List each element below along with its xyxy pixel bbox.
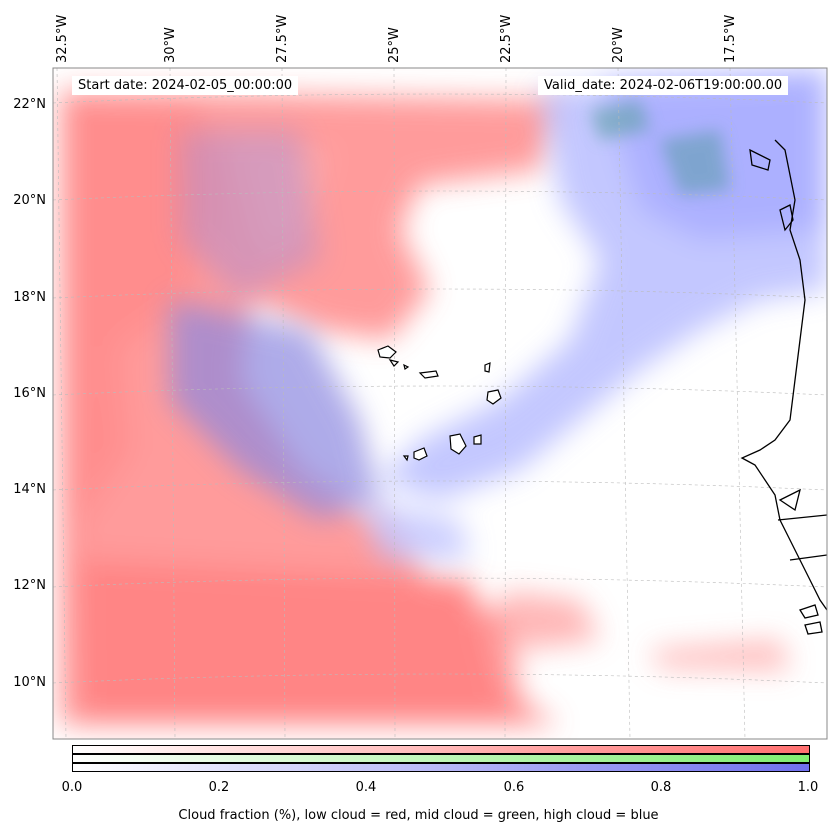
lon-label: 17.5°W bbox=[723, 14, 738, 63]
colorbar-tick: 0.6 bbox=[503, 780, 525, 795]
colorbar-label: Cloud fraction (%), low cloud = red, mid… bbox=[178, 808, 659, 823]
lat-label: 18°N bbox=[13, 290, 46, 305]
lon-label: 20°W bbox=[611, 27, 626, 63]
lat-label: 20°N bbox=[13, 193, 46, 208]
lat-label: 12°N bbox=[13, 578, 46, 593]
start-date-label: Start date: 2024-02-05_00:00:00 bbox=[72, 76, 299, 95]
colorbar-tick: 1.0 bbox=[797, 780, 819, 795]
cape-verde-islands bbox=[377, 345, 502, 462]
high-cloud-colorbar bbox=[72, 763, 810, 772]
low-cloud-colorbar bbox=[72, 745, 810, 754]
lon-label: 32.5°W bbox=[55, 14, 70, 63]
colorbar-tick: 0.8 bbox=[650, 780, 672, 795]
mid-cloud-layer bbox=[590, 100, 730, 195]
lat-label: 16°N bbox=[13, 386, 46, 401]
lon-label: 27.5°W bbox=[275, 14, 290, 63]
lon-label: 22.5°W bbox=[499, 14, 514, 63]
lon-label: 25°W bbox=[387, 27, 402, 63]
valid-date-label: Valid_date: 2024-02-06T19:00:00.00 bbox=[538, 76, 789, 95]
colorbar-tick: 0.2 bbox=[208, 780, 230, 795]
lon-label: 30°W bbox=[163, 27, 178, 63]
mid-cloud-colorbar bbox=[72, 754, 810, 763]
west-african-coastline bbox=[740, 139, 827, 635]
lat-label: 10°N bbox=[13, 675, 46, 690]
colorbar-tick: 0.0 bbox=[61, 780, 83, 795]
low-cloud-layer bbox=[60, 90, 790, 725]
lat-label: 22°N bbox=[13, 97, 46, 112]
colorbar-tick: 0.4 bbox=[355, 780, 377, 795]
lat-label: 14°N bbox=[13, 482, 46, 497]
gridlines bbox=[53, 68, 827, 739]
